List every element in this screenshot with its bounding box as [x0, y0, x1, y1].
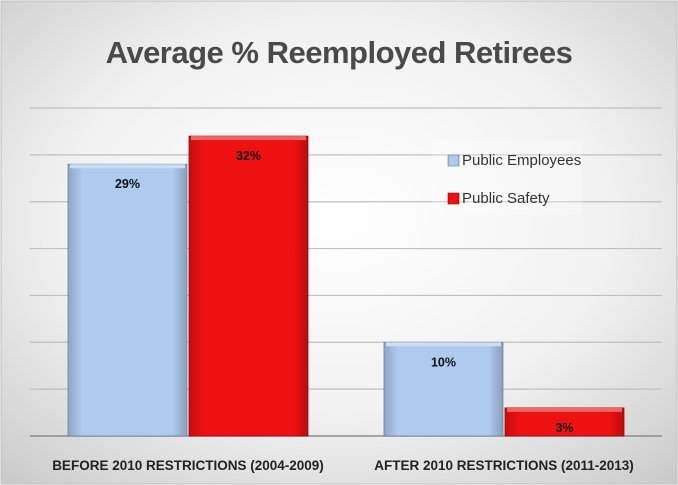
data-label: 10%: [431, 355, 456, 369]
data-label: 3%: [555, 421, 573, 435]
bar-highlight: [191, 136, 306, 141]
bar-public-safety-1: [504, 407, 625, 437]
legend-label: Public Employees: [462, 152, 581, 169]
chart-title: Average % Reemployed Retirees: [106, 35, 573, 70]
bar-highlight: [507, 407, 622, 412]
data-label: 32%: [236, 149, 261, 163]
legend-label: Public Safety: [462, 190, 550, 207]
bar-highlight: [70, 164, 185, 169]
bar-highlight: [386, 342, 501, 347]
data-labels: 29% 32% 10% 3%: [115, 149, 574, 435]
bar-public-employees-0: [67, 163, 188, 437]
bar-public-safety-0: [188, 135, 309, 437]
category-label: BEFORE 2010 RESTRICTIONS (2004-2009): [52, 458, 324, 473]
bar-public-employees-1: [383, 341, 504, 437]
category-label: AFTER 2010 RESTRICTIONS (2011-2013): [374, 458, 634, 473]
legend: Public Employees Public Safety: [432, 140, 582, 215]
bars: [67, 135, 625, 437]
legend-swatch: [447, 192, 460, 205]
category-labels: BEFORE 2010 RESTRICTIONS (2004-2009) AFTE…: [52, 458, 634, 473]
legend-swatch: [447, 154, 460, 167]
data-label: 29%: [115, 177, 140, 191]
